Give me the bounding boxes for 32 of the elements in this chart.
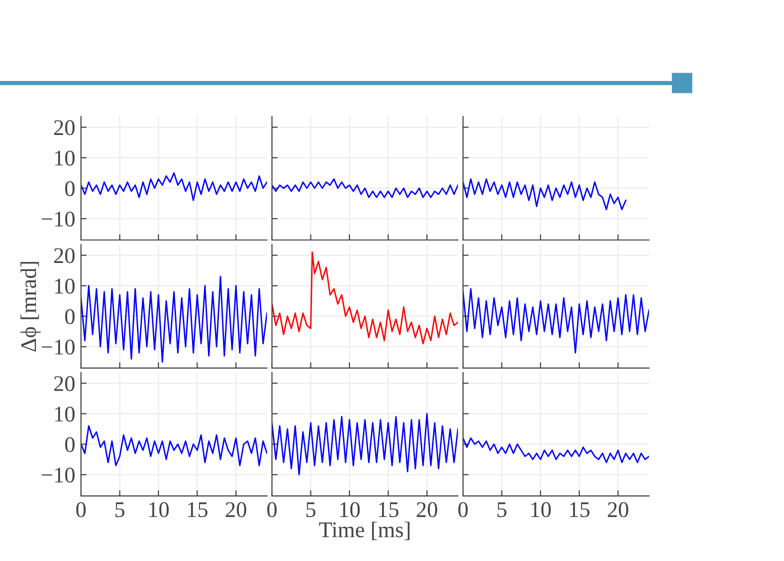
x-tick-label: 5: [115, 502, 124, 518]
x-tick-label: 5: [306, 502, 316, 518]
y-tick-label: 20: [54, 120, 75, 136]
x-tick-label: 20: [416, 502, 438, 518]
x-tick-label: 10: [340, 502, 360, 518]
y-tick-label: 20: [54, 376, 75, 392]
x-tick-label: 5: [498, 502, 506, 518]
x-tick-label: 15: [188, 502, 208, 518]
y-tick-label: 20: [54, 248, 75, 264]
line-series: [80, 425, 267, 466]
x-tick-label: 0: [267, 502, 277, 518]
y-axis-title: Δϕ [mrad]: [20, 262, 41, 352]
x-tick-label: 20: [608, 502, 628, 518]
x-tick-label: 15: [379, 502, 398, 518]
y-tick-label: −10: [42, 212, 75, 227]
y-tick-label: 0: [65, 309, 75, 324]
x-tick-label: 15: [570, 502, 590, 518]
x-tick-label: 0: [76, 502, 86, 518]
x-tick-label: 20: [226, 502, 246, 518]
x-tick-label: 10: [531, 502, 551, 518]
line-series: [80, 276, 267, 363]
line-series: [80, 172, 267, 202]
y-tick-label: 10: [55, 150, 75, 166]
y-tick-label: 0: [65, 181, 75, 196]
x-tick-label: 10: [149, 502, 169, 518]
y-tick-label: 10: [55, 278, 75, 294]
x-tick-label: 0: [458, 502, 468, 518]
y-tick-label: 0: [65, 437, 75, 452]
y-tick-label: −10: [42, 340, 75, 355]
y-tick-label: −10: [42, 468, 75, 483]
x-axis-title: Time [ms]: [319, 522, 410, 540]
y-tick-label: 10: [55, 406, 75, 422]
